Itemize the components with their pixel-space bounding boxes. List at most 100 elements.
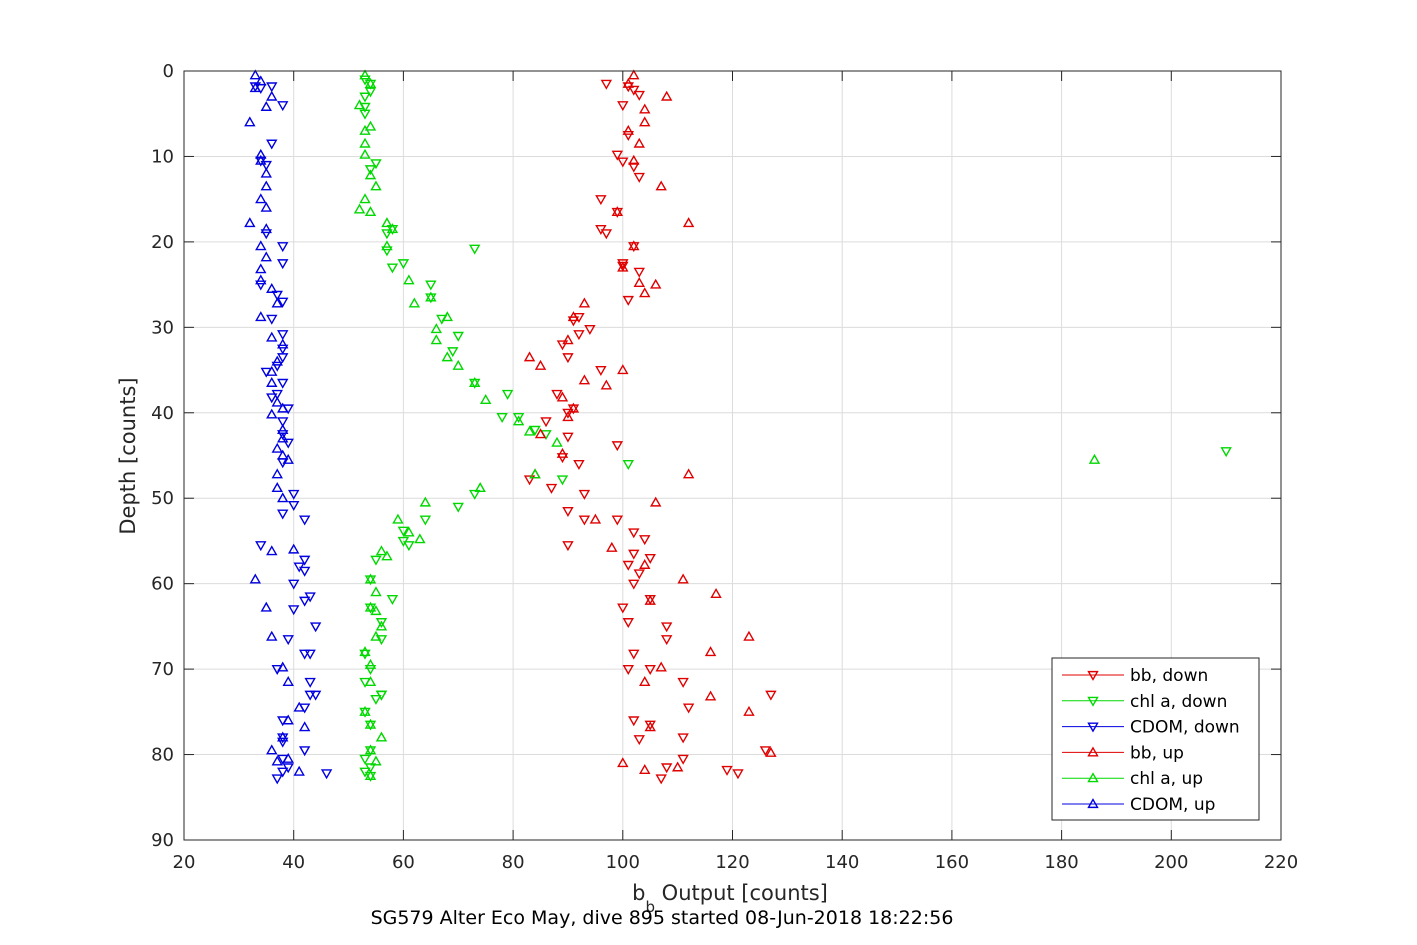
data-point bbox=[277, 330, 289, 341]
data-point bbox=[370, 180, 382, 191]
data-point bbox=[397, 259, 410, 270]
data-point bbox=[633, 267, 645, 278]
data-point bbox=[298, 721, 311, 732]
y-tick-label: 80 bbox=[151, 745, 174, 766]
data-point bbox=[277, 430, 289, 441]
legend-marker bbox=[1087, 670, 1099, 681]
data-point bbox=[611, 441, 624, 452]
data-point bbox=[266, 744, 278, 755]
data-point bbox=[567, 311, 580, 322]
data-point bbox=[765, 690, 777, 701]
data-point bbox=[381, 246, 393, 257]
data-point bbox=[298, 746, 311, 757]
x-axis-label-main: b bbox=[632, 881, 645, 905]
data-point bbox=[556, 447, 569, 458]
data-point bbox=[282, 438, 294, 449]
data-point bbox=[639, 535, 651, 546]
data-point bbox=[249, 82, 262, 93]
data-point bbox=[266, 139, 278, 150]
data-point bbox=[249, 69, 262, 80]
data-point bbox=[370, 694, 382, 705]
data-point bbox=[650, 496, 662, 507]
data-point bbox=[260, 160, 272, 171]
data-point bbox=[293, 701, 305, 712]
data-point bbox=[320, 769, 333, 780]
data-point bbox=[633, 569, 645, 580]
data-point bbox=[600, 229, 613, 240]
data-point bbox=[639, 558, 651, 569]
data-point bbox=[540, 417, 552, 428]
data-point bbox=[611, 150, 624, 161]
data-point bbox=[595, 365, 607, 376]
data-point bbox=[255, 75, 267, 86]
data-point bbox=[562, 408, 574, 419]
data-point bbox=[496, 412, 508, 423]
data-point bbox=[628, 240, 640, 251]
data-point bbox=[617, 364, 629, 375]
data-point bbox=[364, 169, 377, 180]
data-point bbox=[600, 79, 613, 90]
data-point bbox=[447, 347, 459, 358]
data-point bbox=[617, 261, 629, 272]
x-tick-label: 20 bbox=[173, 852, 196, 873]
data-point bbox=[266, 393, 278, 404]
data-point bbox=[266, 376, 278, 387]
data-point bbox=[298, 566, 311, 577]
data-point bbox=[271, 468, 283, 479]
data-point bbox=[660, 763, 673, 774]
data-point bbox=[628, 579, 640, 590]
data-point bbox=[600, 379, 613, 390]
data-point bbox=[244, 116, 256, 127]
data-point bbox=[408, 297, 421, 308]
data-point bbox=[639, 676, 651, 687]
data-point bbox=[556, 475, 569, 486]
data-point bbox=[260, 100, 272, 111]
data-point bbox=[271, 396, 283, 407]
data-point bbox=[512, 412, 525, 423]
data-point bbox=[255, 240, 267, 251]
data-point bbox=[611, 206, 624, 217]
data-point bbox=[359, 705, 371, 716]
data-point bbox=[639, 103, 651, 114]
data-point bbox=[628, 528, 640, 539]
data-point bbox=[578, 297, 591, 308]
data-point bbox=[260, 180, 272, 191]
data-point bbox=[359, 649, 371, 660]
data-point bbox=[255, 148, 267, 159]
data-point bbox=[271, 290, 283, 301]
data-point bbox=[375, 545, 388, 556]
data-point bbox=[622, 131, 634, 141]
data-point bbox=[512, 415, 525, 426]
data-point bbox=[765, 746, 777, 757]
data-point bbox=[628, 69, 640, 80]
data-point bbox=[677, 733, 689, 744]
data-point bbox=[386, 223, 399, 234]
data-point bbox=[759, 746, 772, 757]
y-tick-label: 0 bbox=[163, 61, 174, 82]
data-point bbox=[677, 754, 689, 765]
data-point bbox=[359, 646, 371, 657]
data-point bbox=[573, 330, 585, 341]
legend-marker bbox=[1087, 746, 1099, 757]
data-point bbox=[617, 603, 629, 614]
data-point bbox=[304, 677, 316, 688]
legend-label: chl a, up bbox=[1130, 769, 1203, 789]
data-point bbox=[266, 408, 278, 419]
data-point bbox=[633, 276, 645, 287]
data-point bbox=[628, 716, 640, 727]
y-tick-label: 30 bbox=[151, 317, 174, 338]
data-points bbox=[244, 69, 1232, 785]
data-point bbox=[743, 705, 755, 716]
data-point bbox=[277, 402, 289, 413]
data-point bbox=[655, 661, 667, 672]
x-tick-label: 100 bbox=[606, 852, 640, 873]
data-point bbox=[556, 391, 569, 402]
data-point bbox=[287, 500, 300, 511]
data-point bbox=[255, 541, 267, 552]
data-point bbox=[255, 274, 267, 285]
data-point bbox=[617, 757, 629, 768]
data-point bbox=[370, 159, 382, 170]
data-point bbox=[370, 555, 382, 566]
series-5 bbox=[244, 69, 311, 776]
data-point bbox=[381, 229, 393, 240]
